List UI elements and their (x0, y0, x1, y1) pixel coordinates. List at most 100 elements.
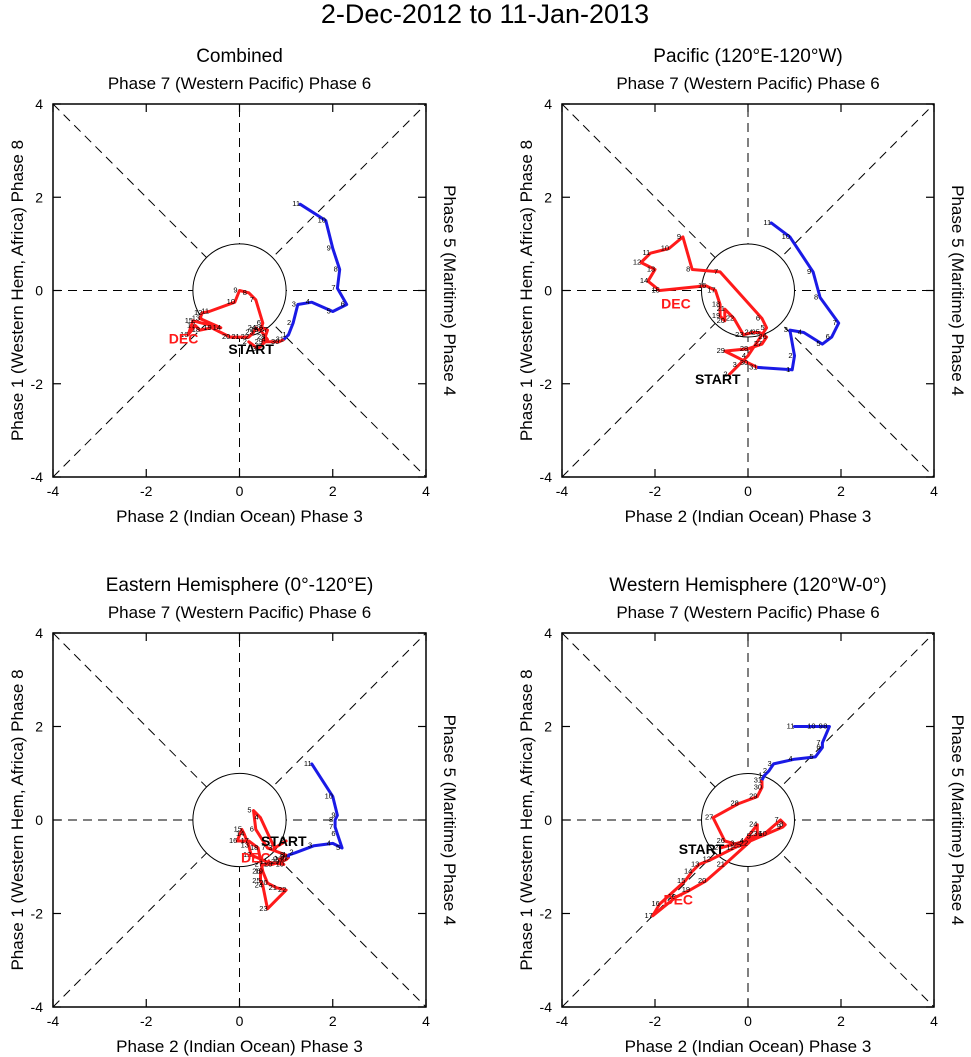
right-phase-label: Phase 5 (Maritime) Phase 4 (948, 185, 967, 396)
day-label: 3 (767, 759, 771, 768)
day-label: 18 (712, 299, 720, 308)
right-phase-label: Phase 5 (Maritime) Phase 4 (440, 185, 459, 396)
day-label: 10 (782, 232, 790, 241)
day-label: 2 (714, 843, 718, 852)
day-label: 4 (740, 836, 744, 845)
y-tick-label: -2 (31, 376, 44, 392)
day-label: 24 (744, 327, 752, 336)
day-label: 10 (807, 722, 815, 731)
day-label: 5 (747, 831, 751, 840)
day-label: 6 (816, 743, 820, 752)
x-tick-label: 0 (236, 483, 244, 499)
day-label: 6 (250, 824, 254, 833)
panel-title: Combined (196, 46, 283, 67)
y-tick-label: -4 (31, 999, 44, 1015)
day-label: 13 (691, 859, 699, 868)
top-phase-label: Phase 7 (Western Pacific) Phase 6 (616, 74, 879, 93)
day-label: 18 (250, 843, 258, 852)
day-label: 6 (257, 318, 261, 327)
x-axis-label: Phase 2 (Indian Ocean) Phase 3 (625, 507, 872, 526)
day-label: 4 (788, 754, 792, 763)
day-label: 4 (798, 327, 802, 336)
diagonal-line (52, 632, 427, 1008)
day-label: 25 (250, 325, 258, 334)
day-label: 19 (712, 311, 720, 320)
day-label: 17 (707, 286, 715, 295)
day-label: 31 (749, 362, 757, 371)
day-label: 31 (754, 775, 762, 784)
day-label: 4 (261, 334, 265, 343)
figure-title: 2-Dec-2012 to 11-Jan-2013 (321, 0, 649, 29)
day-label: 2 (723, 369, 727, 378)
day-label: 7 (774, 815, 778, 824)
day-label: 18 (192, 325, 200, 334)
x-tick-label: 0 (744, 483, 752, 499)
day-label: 24 (255, 880, 263, 889)
unit-circle (701, 773, 795, 867)
day-label: 9 (331, 810, 335, 819)
day-label: 6 (758, 829, 762, 838)
day-label: 26 (252, 866, 260, 875)
y-tick-label: 4 (544, 625, 552, 641)
day-label: 9 (677, 232, 681, 241)
y-axis-label: Phase 1 (Western Hem, Africa) Phase 8 (8, 140, 27, 441)
day-label: 30 (271, 337, 279, 346)
day-label: 20 (222, 332, 230, 341)
y-axis-label: Phase 1 (Western Hem, Africa) Phase 8 (8, 669, 27, 970)
day-label: 7 (331, 283, 335, 292)
day-label: 7 (714, 267, 718, 276)
day-label: 28 (731, 799, 739, 808)
y-axis-label: Phase 1 (Western Hem, Africa) Phase 8 (517, 669, 536, 970)
day-label: 7 (261, 843, 265, 852)
day-label: 13 (647, 265, 655, 274)
day-label: 31 (280, 852, 288, 861)
day-label: 2 (243, 337, 247, 346)
day-label: 29 (749, 792, 757, 801)
day-label: 2 (280, 836, 284, 845)
day-label: 23 (735, 330, 743, 339)
day-label: 4 (254, 813, 258, 822)
day-label: 10 (318, 216, 326, 225)
day-label: 8 (779, 820, 783, 829)
day-label: 27 (259, 325, 267, 334)
day-label: 3 (730, 838, 734, 847)
day-label: 29 (717, 346, 725, 355)
day-label: 18 (668, 892, 676, 901)
day-label: 11 (763, 218, 771, 227)
day-label: 1 (282, 330, 286, 339)
day-label: 9 (273, 855, 277, 864)
x-tick-label: 0 (744, 1013, 752, 1029)
day-label: 24 (248, 323, 256, 332)
day-label: 16 (698, 281, 706, 290)
dec-trajectory-line (186, 289, 286, 351)
day-label: 15 (651, 286, 659, 295)
day-label: 17 (241, 836, 249, 845)
x-tick-label: -4 (47, 483, 60, 499)
start-label: START (228, 341, 274, 357)
day-label: 11 (726, 843, 734, 852)
day-label: 20 (698, 876, 706, 885)
day-label: 3 (292, 299, 296, 308)
day-label: 30 (740, 358, 748, 367)
jan-trajectory-line (287, 202, 349, 337)
day-label: 10 (276, 859, 284, 868)
dec-trajectory-line (639, 235, 769, 376)
y-tick-label: 0 (35, 283, 43, 299)
day-label: 5 (336, 843, 340, 852)
day-label: 14 (213, 323, 221, 332)
day-label: 20 (259, 878, 267, 887)
day-label: 22 (740, 838, 748, 847)
y-tick-label: 2 (544, 719, 552, 735)
day-label: 23 (259, 904, 267, 913)
day-label: 22 (278, 885, 286, 894)
diagonal-line (52, 632, 427, 1008)
day-label: 21 (717, 304, 725, 313)
day-label: 16 (651, 899, 659, 908)
day-label: 5 (247, 806, 251, 815)
x-axis-label: Phase 2 (Indian Ocean) Phase 3 (116, 507, 363, 526)
x-axis-label: Phase 2 (Indian Ocean) Phase 3 (625, 1037, 872, 1056)
day-label: 4 (327, 838, 331, 847)
month-transition-line (757, 365, 793, 372)
right-phase-label: Phase 5 (Maritime) Phase 4 (440, 715, 459, 926)
day-label: 2 (287, 318, 291, 327)
